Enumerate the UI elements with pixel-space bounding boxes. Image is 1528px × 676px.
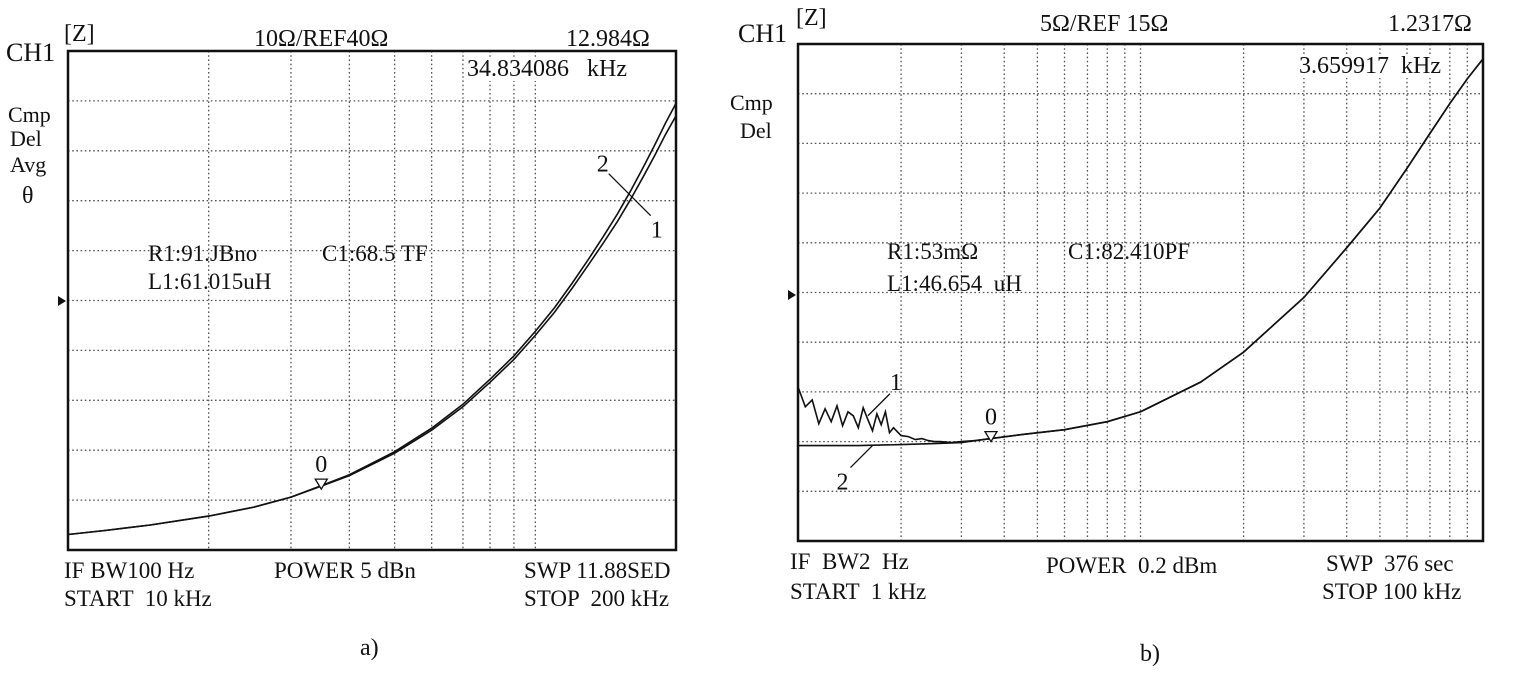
start-b: START 1 kHz [790,579,927,604]
marker-0-label-b: 0 [985,405,997,431]
curve-1-label-a: 1 [651,218,663,244]
ifbw-a: IF BW100 Hz [64,558,195,583]
curve-1-label-b: 1 [890,370,902,396]
series-a-2-line [67,103,677,536]
equiv-l-b: L1:46.654 uH [887,271,1022,296]
side-label-theta-a: θ [22,183,34,209]
channel-label-b: CH1 [738,19,788,48]
format-label-a: [Z] [64,21,95,47]
equiv-c-a: C1:68.5 TF [322,241,428,266]
marker-freq-a: 34.834086 kHz [465,56,629,82]
grid-a [68,51,676,550]
swp-a: SWP 11.88SED [524,558,671,583]
side-label-avg-a: Avg [10,152,47,177]
series-b-2-line [798,58,1484,447]
marker-0-triangle-b [983,430,999,443]
curve-2-leader-a [608,173,632,197]
marker-freq-b: 3.659917 kHz [1297,53,1443,79]
impedance-chart-a: 0 2 1 [58,49,678,552]
swp-b: SWP 376 sec [1326,551,1454,576]
format-label-b: [Z] [796,5,827,31]
ref-pointer-a [58,296,66,306]
curve-2-label-b: 2 [836,470,848,496]
impedance-chart-b: 0 1 2 [788,42,1485,543]
stop-b: STOP 100 kHz [1322,579,1462,604]
scale-ref-a: 10Ω/REF40Ω [254,26,389,52]
equiv-r-b: R1:53mΩ [887,239,979,264]
curve-1-leader-b [867,393,891,417]
panel-caption-a: a) [360,635,379,661]
grid-b [798,44,1483,541]
power-b: POWER 0.2 dBm [1046,553,1218,578]
ifbw-b: IF BW2 Hz [790,549,909,574]
curve-1-leader-a [630,195,652,217]
plot-frame-a [66,49,678,552]
equiv-l-a: L1:61.015uH [148,269,272,294]
equiv-c-b: C1:82.410PF [1068,239,1191,264]
plot-frame-b [796,42,1485,543]
scale-ref-b: 5Ω/REF 15Ω [1040,11,1169,37]
start-a: START 10 kHz [64,586,212,611]
panel-caption-b: b) [1140,641,1160,667]
stop-a: STOP 200 kHz [524,586,670,611]
marker-value-b: 1.2317Ω [1388,11,1472,37]
side-label-del-a: Del [10,126,42,151]
equiv-r-a: R1:91.JBno [148,241,258,266]
marker-0-label-a: 0 [315,452,327,478]
curve-2-label-a: 2 [597,152,609,178]
marker-value-a: 12.984Ω [566,26,650,52]
side-label-cmp-a: Cmp [8,102,51,127]
side-label-cmp-b: Cmp [730,90,773,115]
marker-0-triangle-a [314,478,329,491]
side-label-del-b: Del [740,118,772,143]
curve-2-leader-b [850,445,873,469]
ref-pointer-b [788,290,796,300]
channel-label-a: CH1 [6,38,56,67]
power-a: POWER 5 dBn [274,558,416,583]
